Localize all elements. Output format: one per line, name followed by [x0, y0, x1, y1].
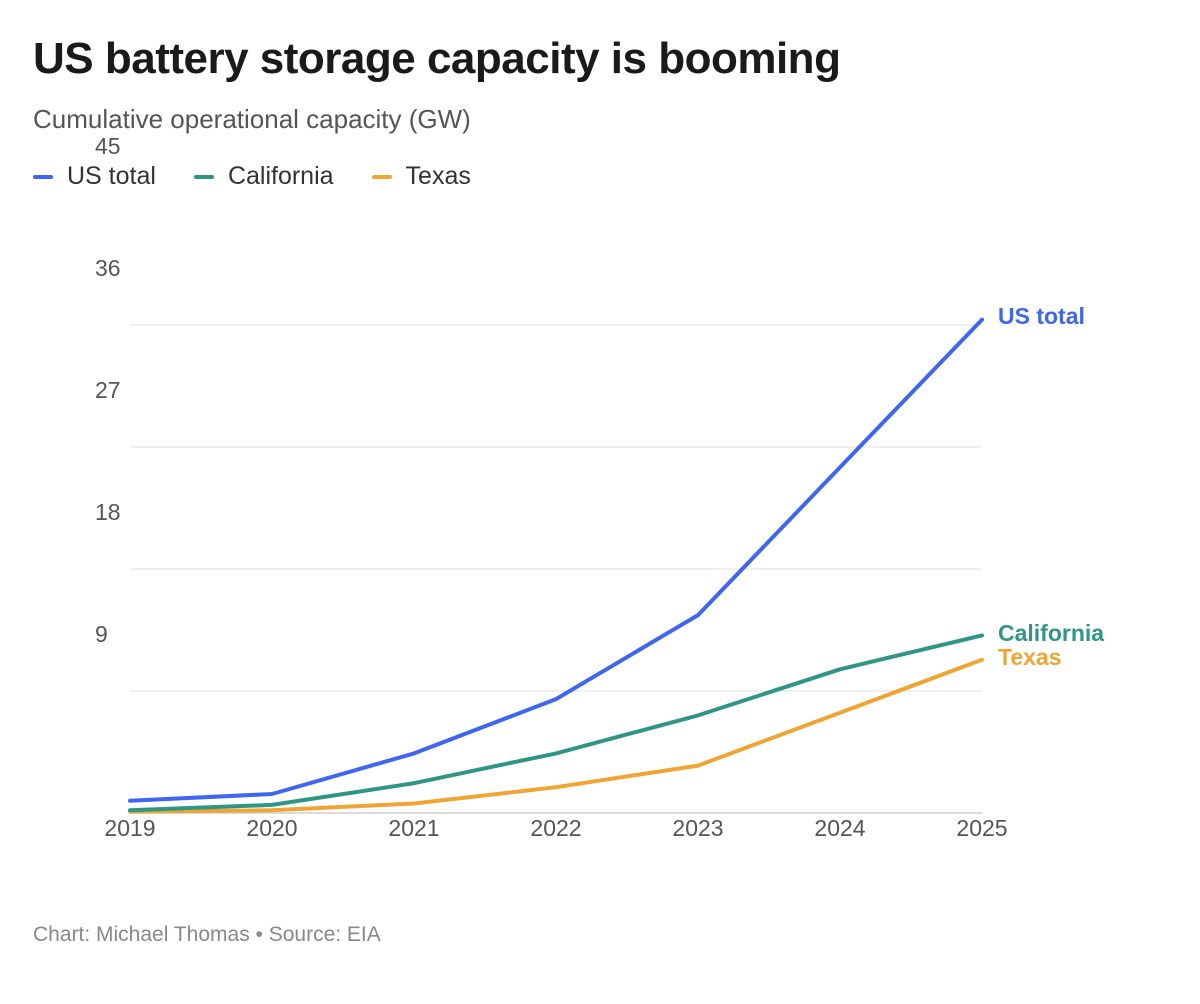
- y-tick-label: 36: [95, 255, 121, 281]
- legend-item-us-total: US total: [33, 162, 156, 191]
- x-tick-label: 2020: [246, 815, 297, 841]
- y-tick-label: 27: [95, 377, 121, 403]
- chart-credit: Chart: Michael Thomas • Source: EIA: [33, 923, 381, 946]
- series-line-texas: [128, 657, 984, 814]
- legend-label-california: California: [227, 162, 334, 190]
- legend-item-california: California: [193, 162, 334, 191]
- y-axis-ticks: 9 18 27 36 45: [95, 133, 121, 647]
- x-tick-label: 2022: [530, 815, 581, 841]
- end-label-texas: Texas: [998, 644, 1062, 670]
- legend-swatch-california: [193, 174, 214, 179]
- legend-label-texas: Texas: [405, 162, 471, 190]
- chart-title: US battery storage capacity is booming: [33, 34, 841, 83]
- series-line-us-total: [128, 317, 984, 803]
- x-tick-label: 2019: [104, 815, 155, 841]
- y-tick-label: 9: [95, 621, 108, 647]
- x-tick-label: 2021: [388, 815, 439, 841]
- series-lines: [128, 317, 984, 814]
- legend: US total California Texas: [33, 162, 509, 191]
- end-label-us-total: US total: [998, 303, 1085, 329]
- end-label-california: California: [998, 620, 1104, 646]
- gridlines: [130, 324, 982, 814]
- x-tick-label: 2023: [672, 815, 723, 841]
- x-tick-label: 2024: [814, 815, 865, 841]
- series-line-california: [128, 633, 984, 813]
- legend-item-texas: Texas: [371, 162, 471, 191]
- x-tick-label: 2025: [956, 815, 1007, 841]
- x-axis-ticks: 2019 2020 2021 2022 2023 2024 2025: [104, 815, 1007, 841]
- legend-swatch-us-total: [33, 174, 53, 179]
- y-tick-label: 45: [95, 133, 121, 159]
- chart-subtitle: Cumulative operational capacity (GW): [33, 104, 471, 134]
- legend-swatch-texas: [371, 174, 392, 179]
- y-tick-label: 18: [95, 499, 121, 525]
- legend-label-us-total: US total: [67, 162, 156, 190]
